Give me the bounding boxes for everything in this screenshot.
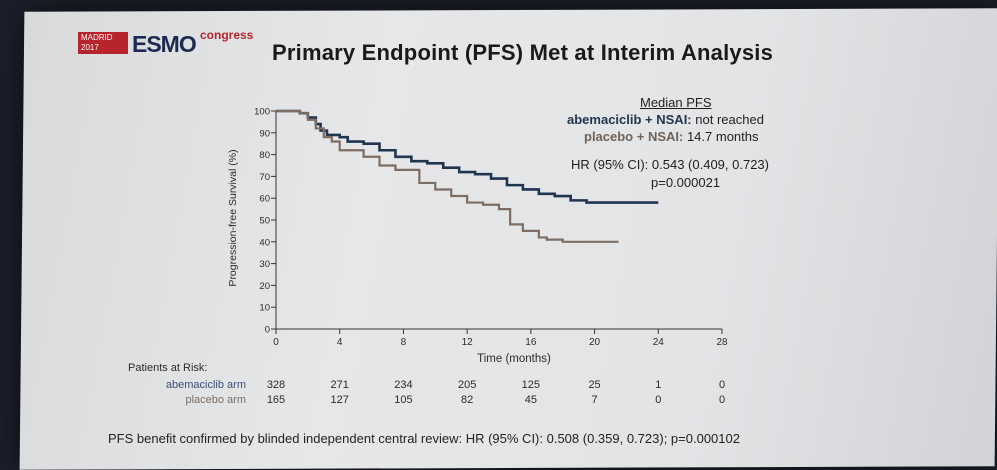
y-tick-label: 40 [259,237,270,248]
chart-axes: 0 10 20 30 40 50 60 70 80 90 100 0 4 8 12 16 20 24 28 [254,107,728,349]
risk-table: Patients at Risk: abemaciclib arm 328 271 23… [128,362,725,406]
risk-cell: 45 [525,394,537,406]
risk-cell: 0 [719,379,725,391]
y-tick-label: 90 [259,128,270,139]
risk-cell: 1 [655,379,661,391]
logo-sub: congress [200,28,254,42]
logo-badge: MADRID 2017 [78,32,128,54]
risk-cell: 234 [394,379,412,391]
arm1-median: abemaciclib + NSAI: not reached [567,112,764,127]
x-tick-label: 16 [525,337,537,348]
risk-cell: 7 [592,394,598,406]
risk-cell: 328 [267,379,285,391]
risk-cell: 105 [394,394,412,406]
y-tick-label: 70 [259,172,270,183]
x-tick-label: 28 [716,337,728,348]
arm1-label: abemaciclib + NSAI: [567,112,692,127]
risk-cell: 125 [522,379,540,391]
median-heading: Median PFS [640,95,712,110]
logo-city: MADRID [81,33,113,42]
chart-series [276,109,659,243]
logo-year: 2017 [81,43,99,52]
y-tick-label: 100 [254,107,270,118]
risk-cell: 165 [267,394,285,406]
esmo-logo: MADRID 2017 ESMO congress [78,28,258,57]
risk-cell: 205 [458,379,476,391]
y-tick-label: 0 [265,325,270,336]
risk-row-label: placebo arm [185,394,246,406]
x-tick-label: 24 [653,337,665,348]
arm2-label: placebo + NSAI: [584,129,684,144]
hazard-ratio: HR (95% CI): 0.543 (0.409, 0.723) [571,157,769,172]
y-tick-label: 20 [259,281,270,292]
y-tick-label: 30 [259,259,270,270]
arm2-median: placebo + NSAI: 14.7 months [584,129,759,144]
risk-cell: 127 [331,394,349,406]
x-tick-label: 12 [462,337,474,348]
x-tick-label: 4 [337,337,343,348]
x-axis-label: Time (months) [477,353,551,365]
risk-cell: 0 [719,394,725,406]
p-value: p=0.000021 [651,175,721,190]
x-tick-label: 20 [589,337,601,348]
y-tick-label: 80 [259,150,270,161]
logo-name: ESMO [132,31,197,57]
x-tick-label: 8 [401,337,407,348]
y-axis-label: Progression-free Survival (%) [227,149,239,286]
risk-cell: 25 [588,379,600,391]
y-tick-label: 50 [259,216,270,227]
risk-cell: 271 [331,379,349,391]
risk-cell: 82 [461,394,473,406]
risk-row-label: abemaciclib arm [166,379,246,391]
y-tick-label: 10 [259,303,270,314]
slide-title: Primary Endpoint (PFS) Met at Interim An… [272,40,774,65]
arm2-value: 14.7 months [686,129,759,144]
footer-note: PFS benefit confirmed by blinded indepen… [108,431,740,446]
risk-table-heading: Patients at Risk: [128,362,207,374]
x-tick-label: 0 [273,337,279,348]
arm1-value: not reached [695,112,764,127]
placebo-curve [276,109,619,243]
y-tick-label: 60 [259,194,270,205]
risk-cell: 0 [655,394,661,406]
